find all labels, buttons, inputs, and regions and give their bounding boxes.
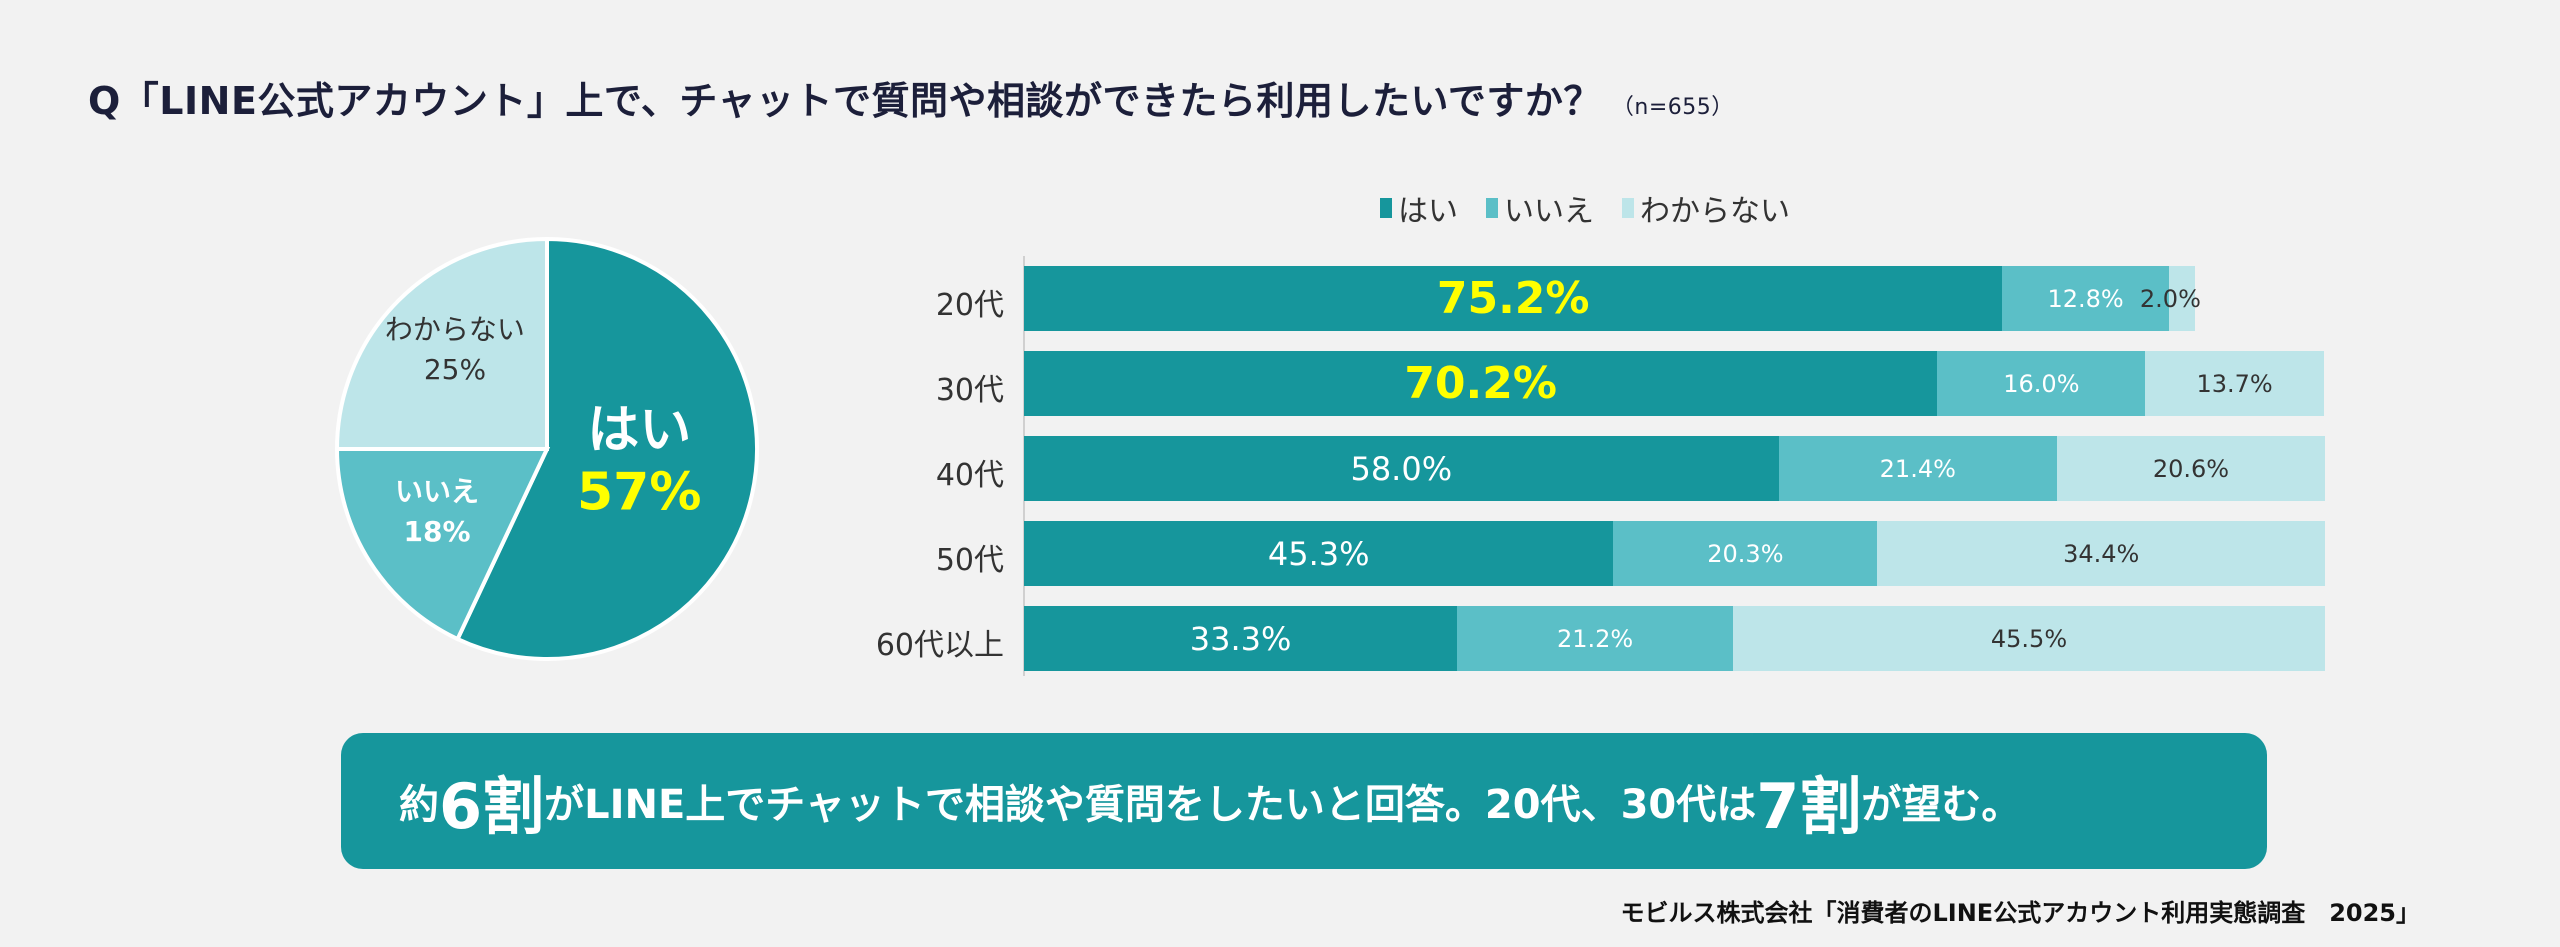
legend-item-unknown: わからない (1622, 186, 1790, 230)
data-label: 70.2% (1404, 358, 1557, 409)
data-label: 12.8% (2047, 284, 2124, 313)
category-label: 40代 (935, 458, 1004, 493)
bar-segment: 34.4% (1877, 521, 2325, 586)
category-label: 20代 (935, 288, 1004, 323)
pie-value: 18% (404, 515, 471, 548)
legend-item-no: いいえ (1486, 186, 1594, 230)
banner-text: がLINE上でチャットで相談や質問をしたいと回答。20代、30代は (544, 782, 1757, 828)
pie-label: いいえ (395, 475, 479, 508)
legend-label: はい (1398, 194, 1458, 229)
category-label: 60代以上 (875, 628, 1004, 663)
banner-text: が望む。 (1861, 782, 2022, 828)
data-label: 21.4% (1879, 454, 1956, 483)
pie-value: 25% (424, 353, 486, 386)
data-label: 34.4% (2063, 539, 2140, 568)
banner-text: 約 (399, 782, 439, 828)
legend-label: わからない (1640, 194, 1790, 229)
data-label: 2.0% (2139, 284, 2201, 313)
bar-segment: 45.3% (1024, 521, 1614, 586)
data-label: 20.3% (1707, 539, 1784, 568)
pie-label: わからない (385, 313, 525, 346)
data-label: 16.0% (2003, 369, 2080, 398)
category-label: 50代 (935, 543, 1004, 578)
bar-segment: 33.3% (1024, 606, 1458, 671)
sample-size: （n=655） (1611, 95, 1734, 120)
pie-value: 57% (577, 463, 701, 523)
legend: はい いいえ わからない (1380, 186, 1790, 230)
bar-segment: 21.2% (1457, 606, 1734, 671)
pie-slice-1 (334, 447, 551, 642)
category-label: 30代 (935, 373, 1004, 408)
pie-label: はい (587, 401, 691, 461)
chart-title: Q「LINE公式アカウント」上で、チャットで質問や相談ができたら利用したいですか… (88, 70, 1734, 125)
bar-segment: 20.6% (2056, 436, 2325, 501)
bar-segment: 21.4% (1778, 436, 2057, 501)
bar-segment: 16.0% (1937, 351, 2146, 416)
bar-segment: 13.7% (2145, 351, 2324, 416)
pie-slice-2 (334, 236, 549, 451)
bar-segment: 2.0% (2140, 266, 2201, 331)
banner-emphasis: 7割 (1756, 770, 1862, 843)
bar-segment: 58.0% (1024, 436, 1779, 501)
summary-banner: 約 6割 がLINE上でチャットで相談や質問をしたいと回答。20代、30代は 7割 が望… (341, 733, 2267, 869)
bar-segment: 20.3% (1613, 521, 1878, 586)
legend-swatch (1622, 198, 1634, 218)
legend-swatch (1486, 198, 1498, 218)
banner-emphasis: 6割 (439, 770, 545, 843)
data-label: 13.7% (2196, 369, 2273, 398)
bar-segment: 75.2% (1024, 266, 2003, 331)
bar-segment: 45.5% (1733, 606, 2325, 671)
data-label: 45.3% (1267, 534, 1370, 573)
data-label: 20.6% (2152, 454, 2230, 483)
data-label: 33.3% (1189, 619, 1292, 658)
bar-segment: 12.8% (2002, 266, 2169, 331)
bar-segment: 70.2% (1024, 351, 1938, 416)
data-label: 75.2% (1436, 273, 1590, 324)
legend-item-yes: はい (1380, 186, 1458, 230)
pie-slice-0 (454, 236, 759, 661)
data-label: 58.0% (1350, 449, 1453, 488)
legend-label: いいえ (1504, 194, 1594, 229)
source-footnote: モビルス株式会社「消費者のLINE公式アカウント利用実態調査 2025」 (1620, 899, 2421, 927)
question-text: Q「LINE公式アカウント」上で、チャットで質問や相談ができたら利用したいですか… (88, 79, 1602, 123)
legend-swatch (1380, 198, 1392, 218)
data-label: 21.2% (1556, 624, 1634, 653)
data-label: 45.5% (1990, 624, 2068, 653)
